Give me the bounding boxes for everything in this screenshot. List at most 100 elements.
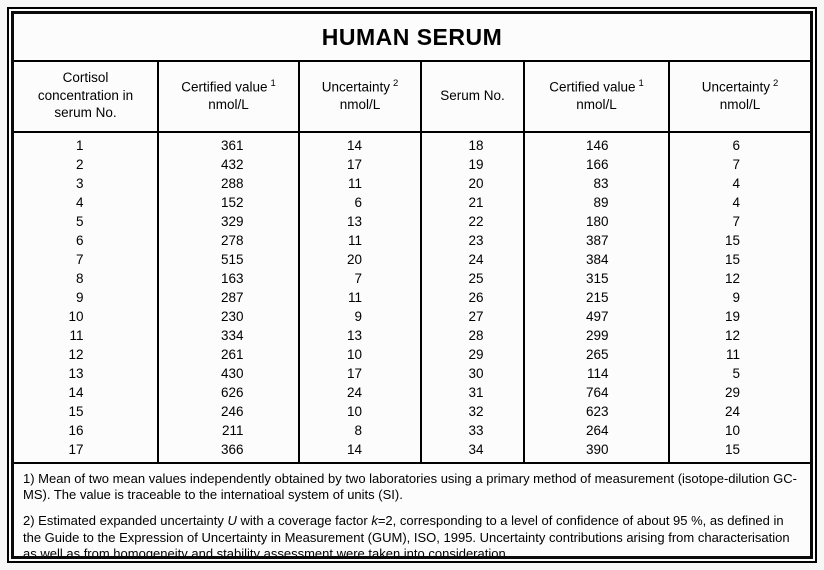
cell-value: 6	[732, 137, 740, 153]
cell-value: 34	[468, 441, 484, 457]
cell-value: 6	[75, 232, 84, 248]
cell-value: 13	[346, 327, 362, 343]
cell-value: 14	[346, 441, 362, 457]
cell-value: 278	[220, 232, 244, 248]
cell-value: 6	[354, 194, 362, 210]
cell-uncertainty: 6	[298, 192, 421, 212]
cell-value: 23	[468, 232, 484, 248]
cell-value: 163	[220, 270, 244, 286]
header-label: Cortisol concentration in serum No.	[37, 70, 134, 121]
table-row: 15 246 10 32 623 24	[14, 401, 810, 421]
table-row: 1 361 14 18 146 6	[14, 131, 810, 155]
cell-serum-no: 12	[14, 345, 158, 364]
cell-serum-no: 32	[420, 401, 524, 421]
cell-certified-value: 264	[523, 420, 669, 440]
footnote-1: 1) Mean of two mean values independently…	[23, 470, 797, 503]
cell-value: 114	[586, 365, 609, 381]
cell-uncertainty: 13	[298, 325, 421, 345]
cell-value: 8	[75, 270, 84, 286]
cell-value: 7	[354, 270, 362, 286]
cell-value: 83	[593, 175, 609, 191]
cell-serum-no: 25	[420, 268, 524, 288]
header-certified-value-left: Certified value 1 nmol/L	[157, 62, 299, 133]
cell-certified-value: 299	[523, 325, 669, 345]
cell-value: 366	[220, 441, 244, 457]
cell-value: 334	[220, 327, 244, 343]
table-title: HUMAN SERUM	[14, 14, 810, 62]
cell-uncertainty: 6	[668, 131, 810, 155]
cell-certified-value: 114	[523, 363, 669, 383]
cell-certified-value: 515	[157, 249, 299, 269]
table-row: 5 329 13 22 180 7	[14, 211, 810, 231]
cell-serum-no: 27	[420, 306, 524, 326]
cell-value: 19	[468, 156, 484, 172]
cell-value: 287	[220, 289, 244, 305]
cell-uncertainty: 29	[668, 382, 810, 402]
footnote-ref-2: 2	[772, 77, 779, 89]
cell-value: 152	[220, 194, 244, 210]
cell-certified-value: 623	[523, 401, 669, 421]
cell-value: 264	[585, 422, 609, 438]
document-page: HUMAN SERUM Cortisol concentration in se…	[7, 7, 817, 563]
footnotes-section: 1) Mean of two mean values independently…	[14, 464, 810, 556]
cell-certified-value: 329	[157, 211, 299, 231]
cell-value: 10	[724, 422, 740, 438]
cell-value: 361	[220, 137, 244, 153]
cell-value: 10	[346, 346, 362, 362]
cell-serum-no: 14	[14, 383, 158, 402]
cell-certified-value: 265	[523, 344, 669, 364]
cell-certified-value: 287	[157, 287, 299, 307]
cell-value: 24	[724, 403, 740, 419]
cell-serum-no: 16	[14, 421, 158, 440]
cell-value: 8	[354, 422, 362, 438]
cell-value: 22	[468, 213, 484, 229]
cell-uncertainty: 17	[298, 154, 421, 174]
cell-value: 21	[468, 194, 484, 210]
cell-serum-no: 15	[14, 402, 158, 421]
cell-value: 10	[346, 403, 362, 419]
cell-value: 764	[585, 384, 609, 400]
cell-serum-no: 30	[420, 363, 524, 383]
cell-certified-value: 390	[523, 439, 669, 463]
cell-value: 430	[220, 365, 244, 381]
cell-uncertainty: 10	[298, 401, 421, 421]
cell-certified-value: 246	[157, 401, 299, 421]
cell-certified-value: 146	[523, 131, 669, 155]
cell-uncertainty: 7	[668, 211, 810, 231]
header-unit: nmol/L	[719, 96, 761, 112]
cell-certified-value: 180	[523, 211, 669, 231]
cell-uncertainty: 12	[668, 268, 810, 288]
cell-value: 11	[347, 175, 362, 191]
cell-serum-no: 5	[14, 212, 158, 231]
cell-value: 20	[346, 251, 362, 267]
cell-value: 11	[347, 289, 362, 305]
cell-value: 14	[346, 137, 362, 153]
cell-uncertainty: 17	[298, 363, 421, 383]
cell-certified-value: 366	[157, 439, 299, 463]
cell-value: 1	[75, 137, 84, 153]
header-cortisol-concentration: Cortisol concentration in serum No.	[14, 62, 158, 133]
cell-value: 15	[724, 251, 740, 267]
header-serum-no: Serum No.	[420, 62, 524, 133]
cell-certified-value: 361	[157, 131, 299, 155]
table-row: 14 626 24 31 764 29	[14, 382, 810, 402]
header-row: Cortisol concentration in serum No. Cert…	[14, 62, 810, 133]
cell-value: 26	[468, 289, 484, 305]
header-label: Certified value	[181, 79, 268, 95]
table-row: 2 432 17 19 166 7	[14, 154, 810, 174]
cell-certified-value: 288	[157, 173, 299, 193]
cell-certified-value: 315	[523, 268, 669, 288]
cell-serum-no: 26	[420, 287, 524, 307]
footnote-ref-2: 2	[392, 77, 399, 89]
cell-value: 24	[346, 384, 362, 400]
cell-value: 211	[221, 422, 244, 438]
header-certified-value-right: Certified value 1 nmol/L	[523, 62, 669, 133]
cell-serum-no: 23	[420, 230, 524, 250]
cell-serum-no: 4	[14, 193, 158, 212]
header-uncertainty-left: Uncertainty 2 nmol/L	[298, 62, 421, 133]
cell-certified-value: 215	[523, 287, 669, 307]
cell-value: 315	[585, 270, 609, 286]
cell-value: 12	[68, 346, 84, 362]
table-row: 13 430 17 30 114 5	[14, 363, 810, 383]
cell-uncertainty: 8	[298, 420, 421, 440]
